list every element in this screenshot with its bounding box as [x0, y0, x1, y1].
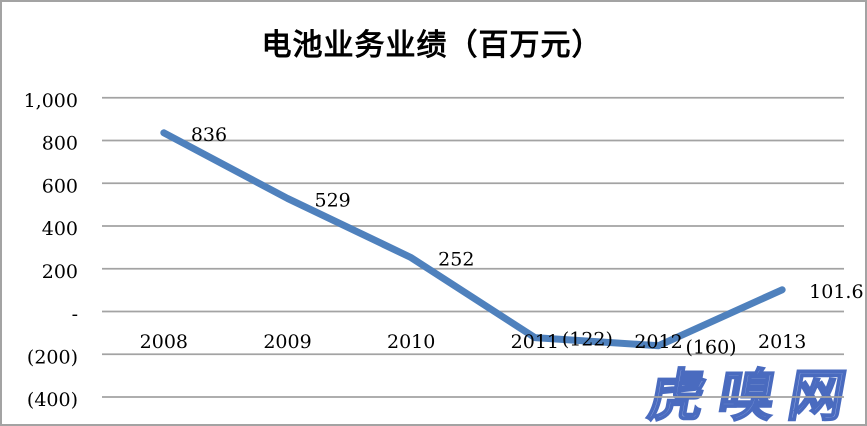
- data-point-label: (160): [686, 337, 737, 359]
- data-point-label: 529: [315, 189, 351, 211]
- x-tick-label: 2009: [263, 331, 311, 353]
- y-tick-label: 400: [42, 218, 78, 240]
- data-point-label: 101.6: [809, 281, 863, 303]
- x-tick-label: 2011: [511, 331, 559, 353]
- y-tick-label: 600: [42, 175, 78, 197]
- data-line-电池业务业绩: [160, 129, 786, 350]
- data-point-label: 252: [438, 249, 474, 271]
- y-tick-label: (400): [27, 389, 78, 411]
- data-point-label: (122): [562, 329, 613, 351]
- chart-title: 电池业务业绩（百万元）: [261, 28, 603, 63]
- y-tick-label: 200: [42, 261, 78, 283]
- y-tick-label: 800: [42, 133, 78, 155]
- y-tick-label: (200): [27, 346, 78, 368]
- y-tick-label: -: [72, 304, 78, 326]
- x-tick-label: 2008: [140, 331, 188, 353]
- x-tick-label: 2010: [387, 331, 435, 353]
- x-tick-label: 2013: [758, 331, 806, 353]
- y-tick-label: 1,000: [24, 90, 78, 112]
- data-point-label: 836: [191, 124, 227, 146]
- x-tick-label: 2012: [634, 331, 682, 353]
